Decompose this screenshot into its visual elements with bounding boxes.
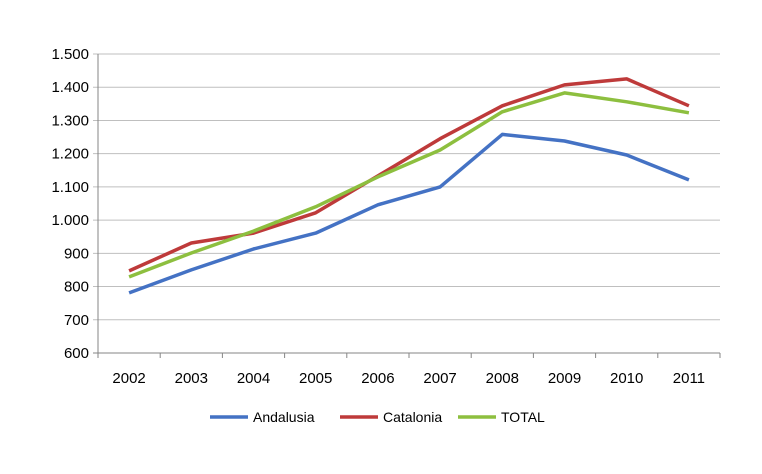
x-tick-label: 2007 (423, 370, 456, 387)
y-tick-label: 700 (64, 312, 89, 329)
y-tick-label: 900 (64, 245, 89, 262)
legend-label: Andalusia (253, 409, 315, 425)
series-line-total (128, 91, 690, 279)
x-tick-label: 2003 (175, 370, 208, 387)
y-tick-label: 1.300 (51, 112, 89, 129)
x-tick-label: 2006 (361, 370, 394, 387)
legend-label: TOTAL (501, 409, 545, 425)
x-tick-label: 2002 (112, 370, 145, 387)
y-tick-label: 1.000 (51, 212, 89, 229)
y-tick-label: 800 (64, 279, 89, 296)
series-line-catalonia (128, 77, 690, 273)
legend-label: Catalonia (383, 409, 442, 425)
x-tick-label: 2005 (299, 370, 332, 387)
x-tick-label: 2010 (610, 370, 643, 387)
y-tick-label: 1.400 (51, 79, 89, 96)
y-tick-label: 1.200 (51, 146, 89, 163)
y-tick-label: 1.100 (51, 179, 89, 196)
y-tick-label: 1.500 (51, 46, 89, 63)
x-tick-label: 2011 (673, 370, 705, 387)
x-tick-label: 2008 (486, 370, 519, 387)
x-tick-label: 2009 (548, 370, 581, 387)
x-tick-label: 2004 (237, 370, 270, 387)
series-line-andalusia (128, 132, 690, 295)
y-tick-label: 600 (64, 345, 89, 362)
